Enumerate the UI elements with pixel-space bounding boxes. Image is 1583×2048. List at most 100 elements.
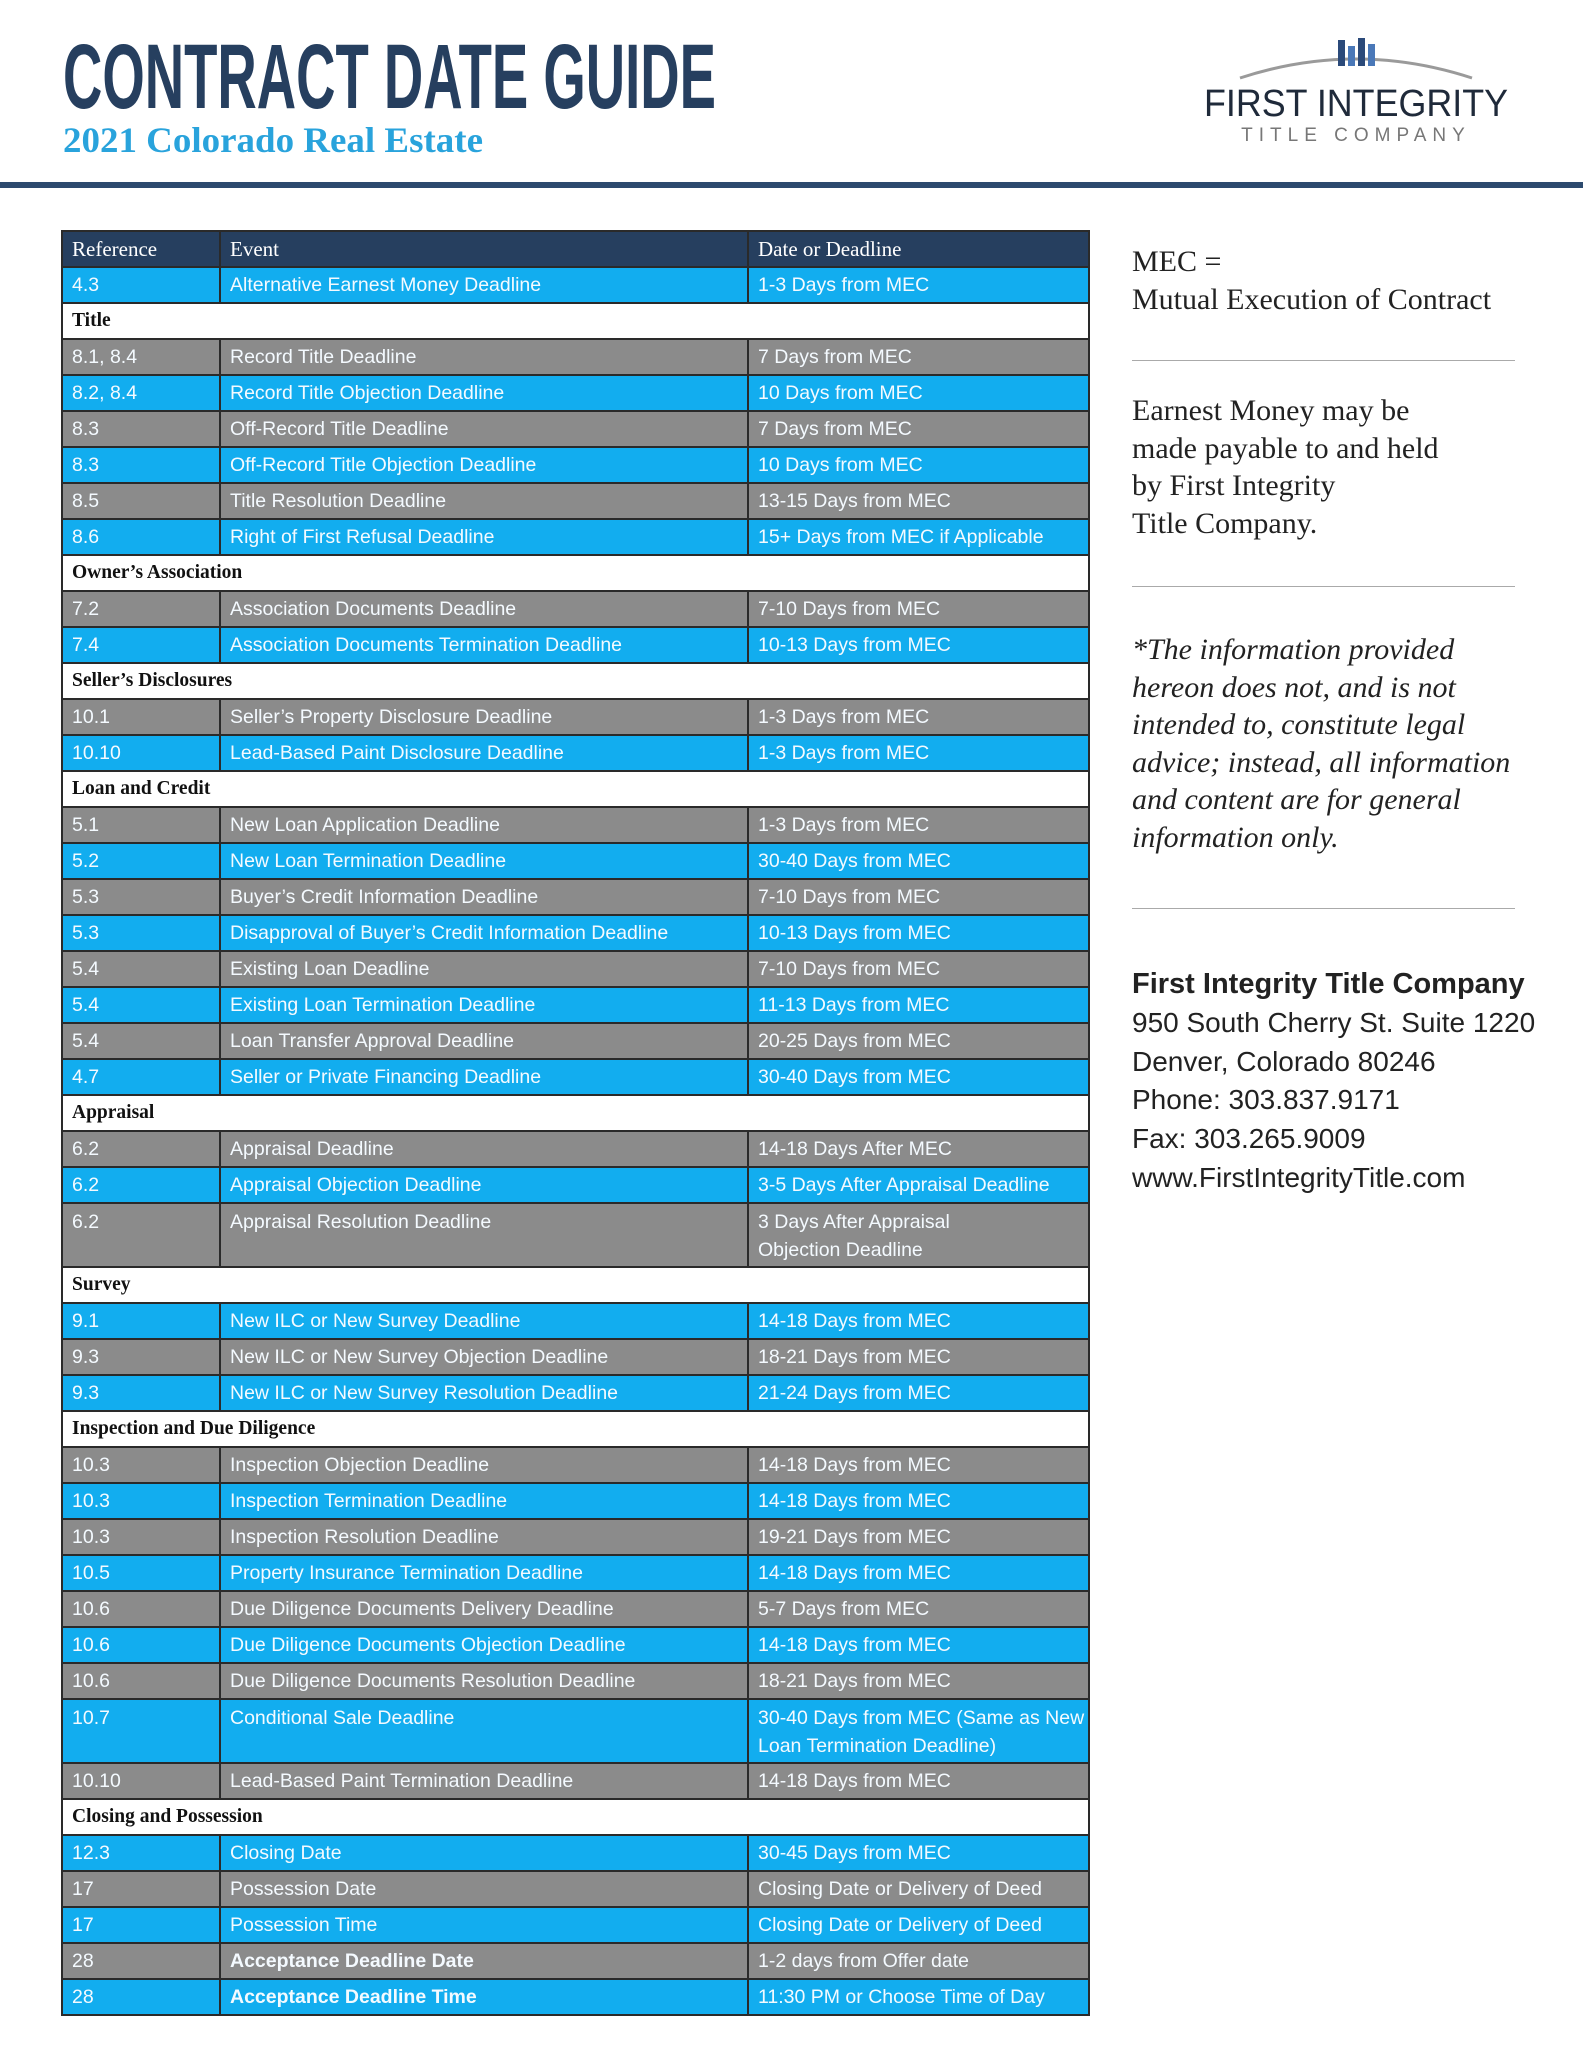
event-cell: Record Title Deadline — [219, 338, 749, 376]
text-line: Title Company. — [1132, 506, 1318, 540]
contact-line: 950 South Cherry St. Suite 1220 — [1132, 1006, 1536, 1038]
event-cell: Lead-Based Paint Termination Deadline — [219, 1762, 749, 1800]
deadline-row: 8.6 Right of First Refusal Deadline 15+ Da… — [61, 518, 1090, 556]
event-cell: Seller’s Property Disclosure Deadline — [219, 698, 749, 736]
contact-line: Phone: 303.837.9171 — [1132, 1084, 1400, 1116]
ref-cell: 10.6 — [61, 1590, 221, 1628]
event-cell: Alternative Earnest Money Deadline — [219, 266, 749, 304]
ref-cell: 8.1, 8.4 — [61, 338, 221, 376]
section-row: Appraisal — [61, 1094, 1090, 1132]
date-cell: 3 Days After Appraisal Objection Deadline — [747, 1202, 1090, 1268]
date-cell: 1-3 Days from MEC — [747, 266, 1090, 304]
date-cell: 1-3 Days from MEC — [747, 698, 1090, 736]
event-cell: Appraisal Deadline — [219, 1130, 749, 1168]
event-cell: Existing Loan Deadline — [219, 950, 749, 988]
ref-cell: 10.5 — [61, 1554, 221, 1592]
ref-cell: 5.3 — [61, 914, 221, 952]
ref-cell: 10.10 — [61, 734, 221, 772]
deadline-row: 6.2 Appraisal Objection Deadline 3-5 Days … — [61, 1166, 1090, 1204]
date-cell: 3-5 Days After Appraisal Deadline — [747, 1166, 1090, 1204]
section-title: Appraisal — [61, 1094, 1090, 1132]
ref-cell: 8.5 — [61, 482, 221, 520]
ref-cell: 6.2 — [61, 1130, 221, 1168]
column-header: Reference — [61, 230, 221, 268]
date-cell: 14-18 Days After MEC — [747, 1130, 1090, 1168]
ref-cell: 5.4 — [61, 1022, 221, 1060]
date-cell: 10 Days from MEC — [747, 446, 1090, 484]
deadline-row: 10.1 Seller’s Property Disclosure Deadlin… — [61, 698, 1090, 736]
divider — [1132, 360, 1515, 361]
contact: First Integrity Title Company 950 South … — [1132, 965, 1535, 1198]
logo-bar — [1358, 38, 1365, 66]
event-cell: Due Diligence Documents Objection Deadli… — [219, 1626, 749, 1664]
event-cell: New ILC or New Survey Deadline — [219, 1302, 749, 1340]
text-line: 3 Days After Appraisal — [758, 1211, 950, 1233]
ref-cell: 28 — [61, 1942, 221, 1980]
section-row: Closing and Possession — [61, 1798, 1090, 1836]
text-line: by First Integrity — [1132, 469, 1336, 502]
text-line: Objection Deadline — [758, 1239, 923, 1261]
ref-cell: 5.2 — [61, 842, 221, 880]
event-cell: Due Diligence Documents Resolution Deadl… — [219, 1662, 749, 1700]
date-cell: 19-21 Days from MEC — [747, 1518, 1090, 1556]
deadline-row: 5.4 Loan Transfer Approval Deadline 20-25 … — [61, 1022, 1090, 1060]
deadline-row: 10.10 Lead-Based Paint Disclosure Deadlin… — [61, 734, 1090, 772]
section-title: Owner’s Association — [61, 554, 1090, 592]
date-cell: 14-18 Days from MEC — [747, 1762, 1090, 1800]
event-cell: Property Insurance Termination Deadline — [219, 1554, 749, 1592]
contact-line: Fax: 303.265.9009 — [1132, 1123, 1366, 1155]
text-line: Mutual Execution of Contract — [1132, 282, 1492, 316]
date-cell: 21-24 Days from MEC — [747, 1374, 1090, 1412]
event-cell: Right of First Refusal Deadline — [219, 518, 749, 556]
date-cell: 14-18 Days from MEC — [747, 1554, 1090, 1592]
text-line: 30-40 Days from MEC (Same as New — [758, 1707, 1085, 1729]
ref-cell: 8.3 — [61, 410, 221, 448]
deadline-row: 10.6 Due Diligence Documents Delivery Dea… — [61, 1590, 1090, 1628]
divider — [1132, 586, 1515, 587]
event-cell: Association Documents Termination Deadli… — [219, 626, 749, 664]
ref-cell: 8.2, 8.4 — [61, 374, 221, 412]
logo-arc — [1239, 57, 1473, 80]
header: CONTRACT DATE GUIDE 2021 Colorado Real E… — [0, 26, 1583, 188]
deadline-row: 12.3 Closing Date 30-45 Days from MEC — [61, 1834, 1090, 1872]
deadline-row: 8.5 Title Resolution Deadline 13-15 Days f… — [61, 482, 1090, 520]
event-cell: Acceptance Deadline Date — [219, 1942, 749, 1980]
ref-cell: 6.2 — [61, 1166, 221, 1204]
date-cell: Closing Date or Delivery of Deed — [747, 1906, 1090, 1944]
date-cell: 7-10 Days from MEC — [747, 950, 1090, 988]
ref-cell: 10.6 — [61, 1662, 221, 1700]
ref-cell: 10.3 — [61, 1518, 221, 1556]
event-cell: Due Diligence Documents Delivery Deadlin… — [219, 1590, 749, 1628]
contact-line: www.FirstIntegrityTitle.com — [1132, 1161, 1466, 1193]
date-cell: 15+ Days from MEC if Applicable — [747, 518, 1090, 556]
text-line: Loan Termination Deadline) — [758, 1735, 997, 1757]
ref-cell: 8.3 — [61, 446, 221, 484]
disclaimer: *The information provided hereon does not… — [1132, 631, 1510, 856]
deadline-row: 5.4 Existing Loan Deadline 7-10 Days from … — [61, 950, 1090, 988]
event-cell: New Loan Termination Deadline — [219, 842, 749, 880]
section-row: Owner’s Association — [61, 554, 1090, 592]
event-cell: Inspection Termination Deadline — [219, 1482, 749, 1520]
ref-cell: 9.1 — [61, 1302, 221, 1340]
deadline-row: 8.1, 8.4 Record Title Deadline 7 Days from… — [61, 338, 1090, 376]
deadline-row: 5.3 Buyer’s Credit Information Deadline 7-… — [61, 878, 1090, 916]
section-title: Inspection and Due Diligence — [61, 1410, 1090, 1448]
deadline-row: 9.1 New ILC or New Survey Deadline 14-18 D… — [61, 1302, 1090, 1340]
date-cell: 10 Days from MEC — [747, 374, 1090, 412]
deadline-row: 17 Possession Date Closing Date or Deliver… — [61, 1870, 1090, 1908]
deadline-row: 28 Acceptance Deadline Date 1-2 days from … — [61, 1942, 1090, 1980]
event-cell: New ILC or New Survey Objection Deadline — [219, 1338, 749, 1376]
deadline-row: 5.3 Disapproval of Buyer’s Credit Informa… — [61, 914, 1090, 952]
deadline-row: 9.3 New ILC or New Survey Objection Deadl… — [61, 1338, 1090, 1376]
text-line: information only. — [1132, 820, 1339, 854]
deadline-row: 10.3 Inspection Termination Deadline 14-18… — [61, 1482, 1090, 1520]
section-title: Seller’s Disclosures — [61, 662, 1090, 700]
event-cell: Off-Record Title Objection Deadline — [219, 446, 749, 484]
deadline-row: 5.2 New Loan Termination Deadline 30-40 Da… — [61, 842, 1090, 880]
mec-note: MEC = Mutual Execution of Contract — [1132, 243, 1491, 318]
text-line: Earnest Money may be — [1132, 394, 1410, 427]
section-row: Inspection and Due Diligence — [61, 1410, 1090, 1448]
logo-bar — [1348, 46, 1355, 66]
text-line: MEC = — [1132, 245, 1222, 278]
